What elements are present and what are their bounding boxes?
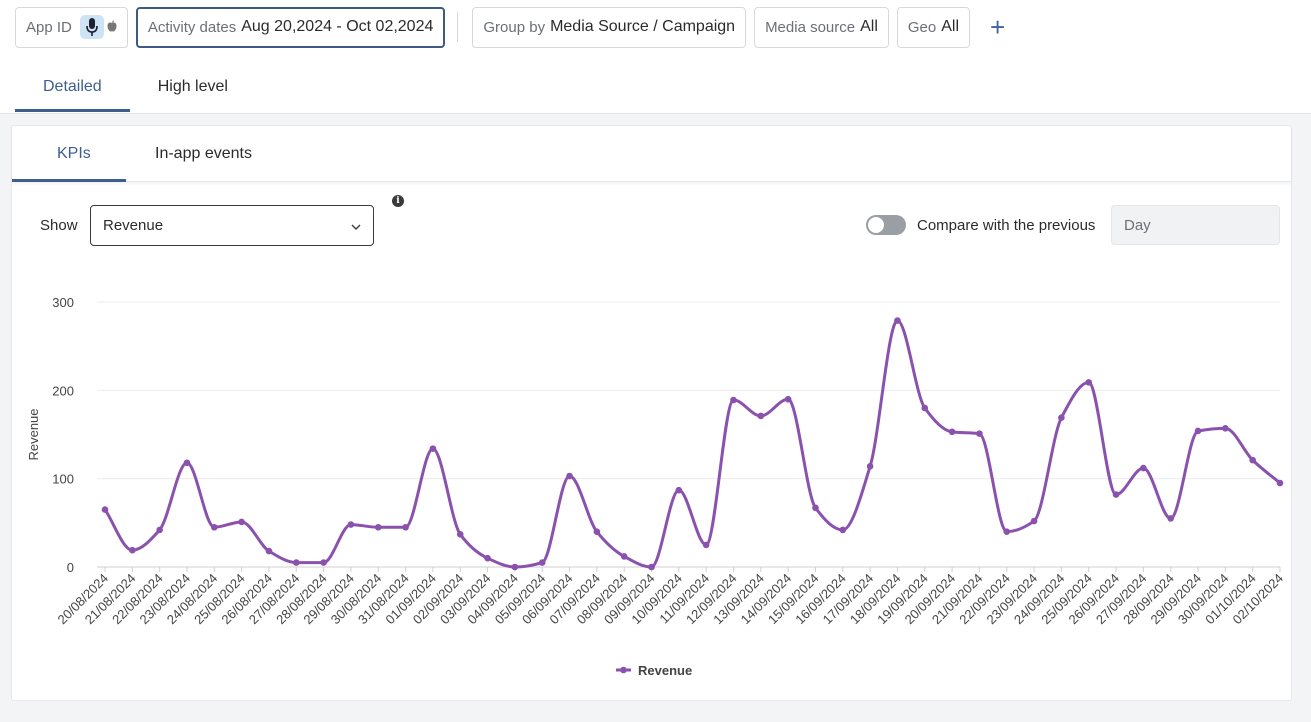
data-point	[511, 563, 519, 571]
data-point	[648, 563, 655, 571]
platform-icons	[79, 15, 117, 39]
data-point	[566, 472, 573, 480]
data-point	[456, 531, 464, 538]
data-point	[976, 430, 983, 437]
metric-select[interactable]: Revenue	[90, 205, 374, 246]
media-source-value: All	[860, 18, 878, 35]
y-axis-label: Revenue	[26, 408, 41, 460]
data-point	[812, 504, 819, 512]
data-point	[292, 559, 300, 566]
tab-detailed[interactable]: Detailed	[15, 62, 130, 112]
data-point	[839, 526, 847, 534]
data-point	[265, 547, 273, 555]
compare-toggle[interactable]	[866, 215, 906, 235]
legend-marker	[620, 666, 627, 674]
filter-bar: App ID Activity dates Aug 20,2024 - Oct …	[15, 6, 1005, 48]
view-tabs: Detailed High level	[15, 62, 256, 112]
toggle-knob	[868, 217, 884, 233]
metric-select-value: Revenue	[103, 217, 164, 234]
compare-label: Compare with the previous	[917, 217, 1096, 234]
group-by-value: Media Source / Campaign	[550, 18, 736, 35]
group-by-filter[interactable]: Group by Media Source / Campaign	[472, 6, 747, 48]
data-point	[484, 554, 491, 562]
top-bar: App ID Activity dates Aug 20,2024 - Oct …	[0, 0, 1311, 114]
data-point	[1085, 379, 1093, 386]
period-value: Day	[1124, 216, 1151, 234]
microphone-icon	[79, 15, 104, 39]
data-point	[894, 317, 901, 324]
data-point	[1222, 425, 1229, 432]
data-point	[1276, 479, 1284, 487]
tab-in-app-events[interactable]: In-app events	[155, 145, 252, 162]
data-point	[1112, 491, 1120, 498]
data-point	[1030, 517, 1038, 525]
filter-divider	[457, 12, 459, 42]
data-point	[675, 486, 683, 494]
media-source-filter[interactable]: Media source All	[754, 6, 889, 48]
legend-label: Revenue	[638, 663, 692, 678]
card-tabs: KPIs In-app events	[12, 126, 1291, 182]
media-source-label: Media source	[765, 18, 856, 36]
data-point	[1194, 427, 1202, 435]
data-point	[320, 559, 327, 566]
series-line	[103, 319, 1281, 569]
app-id-filter[interactable]: App ID	[15, 6, 128, 48]
data-point	[374, 523, 382, 531]
activity-dates-filter[interactable]: Activity dates Aug 20,2024 - Oct 02,2024	[135, 6, 446, 48]
data-point	[948, 428, 956, 436]
data-point	[238, 518, 245, 526]
show-label: Show	[40, 217, 78, 234]
geo-filter[interactable]: Geo All	[896, 6, 971, 48]
data-point	[730, 396, 737, 404]
geo-label: Geo	[907, 18, 937, 36]
data-point	[1058, 414, 1065, 422]
activity-dates-value: Aug 20,2024 - Oct 02,2024	[241, 18, 434, 35]
data-point	[702, 541, 710, 549]
data-point	[429, 445, 437, 452]
data-point	[1249, 456, 1256, 464]
app-id-label: App ID	[26, 18, 72, 36]
data-point	[156, 526, 163, 534]
add-filter-icon[interactable]: +	[990, 12, 1006, 42]
y-tick-label: 100	[52, 472, 74, 487]
data-point	[129, 546, 136, 554]
period-select[interactable]: Day	[1111, 205, 1280, 245]
data-point	[1003, 528, 1011, 535]
tab-kpis[interactable]: KPIs	[12, 126, 126, 182]
data-point	[620, 553, 628, 560]
apple-icon	[107, 19, 117, 35]
data-point	[1140, 464, 1147, 472]
y-tick-label: 300	[52, 295, 74, 310]
data-point	[183, 459, 191, 467]
chevron-down-icon	[351, 217, 361, 234]
kpi-card: KPIs In-app events Show Revenue i Compar…	[11, 125, 1292, 701]
data-point	[593, 528, 601, 535]
tab-high-level[interactable]: High level	[157, 78, 228, 95]
y-tick-label: 0	[67, 560, 74, 575]
activity-dates-label: Activity dates	[147, 18, 237, 36]
data-point	[757, 412, 765, 420]
data-point	[866, 463, 874, 470]
data-point	[347, 521, 355, 528]
data-point	[921, 404, 929, 412]
geo-value: All	[941, 18, 960, 35]
data-point	[402, 523, 409, 531]
data-point	[538, 559, 546, 566]
revenue-line-chart: 0100200300Revenue20/08/202421/08/202422/…	[26, 295, 1286, 678]
data-point	[784, 395, 792, 403]
info-icon[interactable]: i	[392, 195, 404, 207]
data-point	[211, 523, 218, 531]
data-point	[1167, 515, 1174, 522]
data-point	[101, 506, 109, 513]
y-tick-label: 200	[52, 383, 74, 398]
group-by-label: Group by	[483, 18, 546, 36]
